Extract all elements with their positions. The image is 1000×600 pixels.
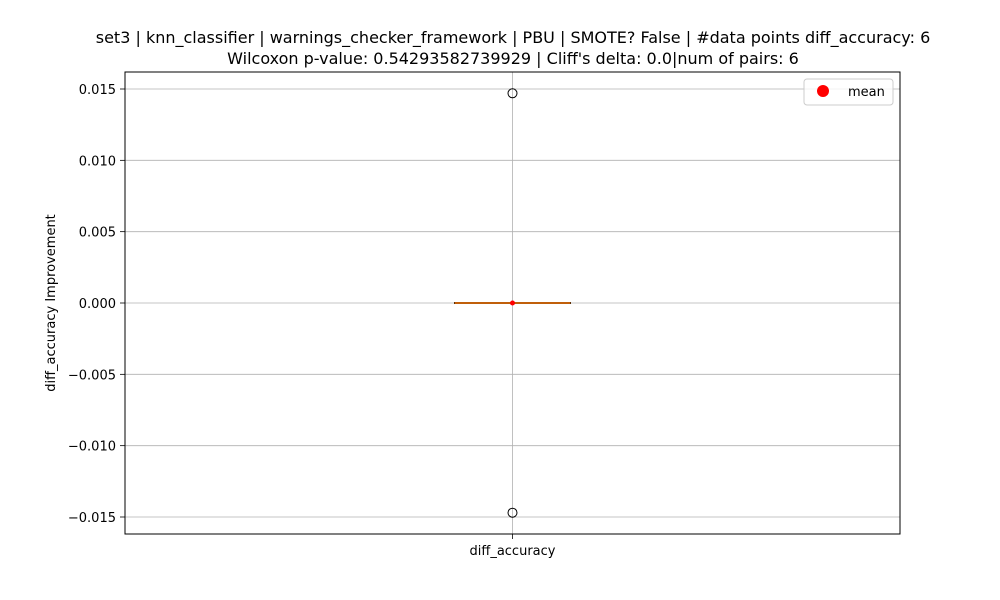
y-axis-label: diff_accuracy Improvement — [44, 214, 59, 392]
mean-marker — [510, 300, 515, 306]
legend-box — [803, 78, 894, 106]
legend: mean — [803, 78, 894, 106]
chart-title: set3 | knn_classifier | warnings_checker… — [96, 28, 931, 68]
y-tick-label: 0.000 — [79, 297, 116, 312]
grid-lines — [125, 72, 900, 534]
y-tick-label: 0.010 — [79, 154, 116, 169]
y-tick-label: −0.010 — [68, 440, 116, 455]
chart-title-line-2: Wilcoxon p-value: 0.54293582739929 | Cli… — [227, 49, 799, 68]
outlier-point — [507, 88, 518, 99]
chart-title-line-1: set3 | knn_classifier | warnings_checker… — [96, 28, 931, 48]
x-axis-ticks: diff_accuracy — [470, 534, 556, 559]
y-tick-label: −0.005 — [68, 368, 116, 383]
y-axis-ticks: −0.015 −0.010 −0.005 0.000 0.005 0.010 0.015 — [68, 83, 125, 526]
legend-mean-marker — [817, 85, 829, 97]
y-tick-label: 0.015 — [79, 83, 116, 98]
legend-mean-label: mean — [848, 85, 885, 100]
outlier-point — [507, 507, 518, 518]
y-tick-label: 0.005 — [79, 226, 116, 241]
y-tick-label: −0.015 — [68, 511, 116, 526]
box-elements — [454, 88, 571, 518]
x-tick-label: diff_accuracy — [470, 544, 556, 559]
